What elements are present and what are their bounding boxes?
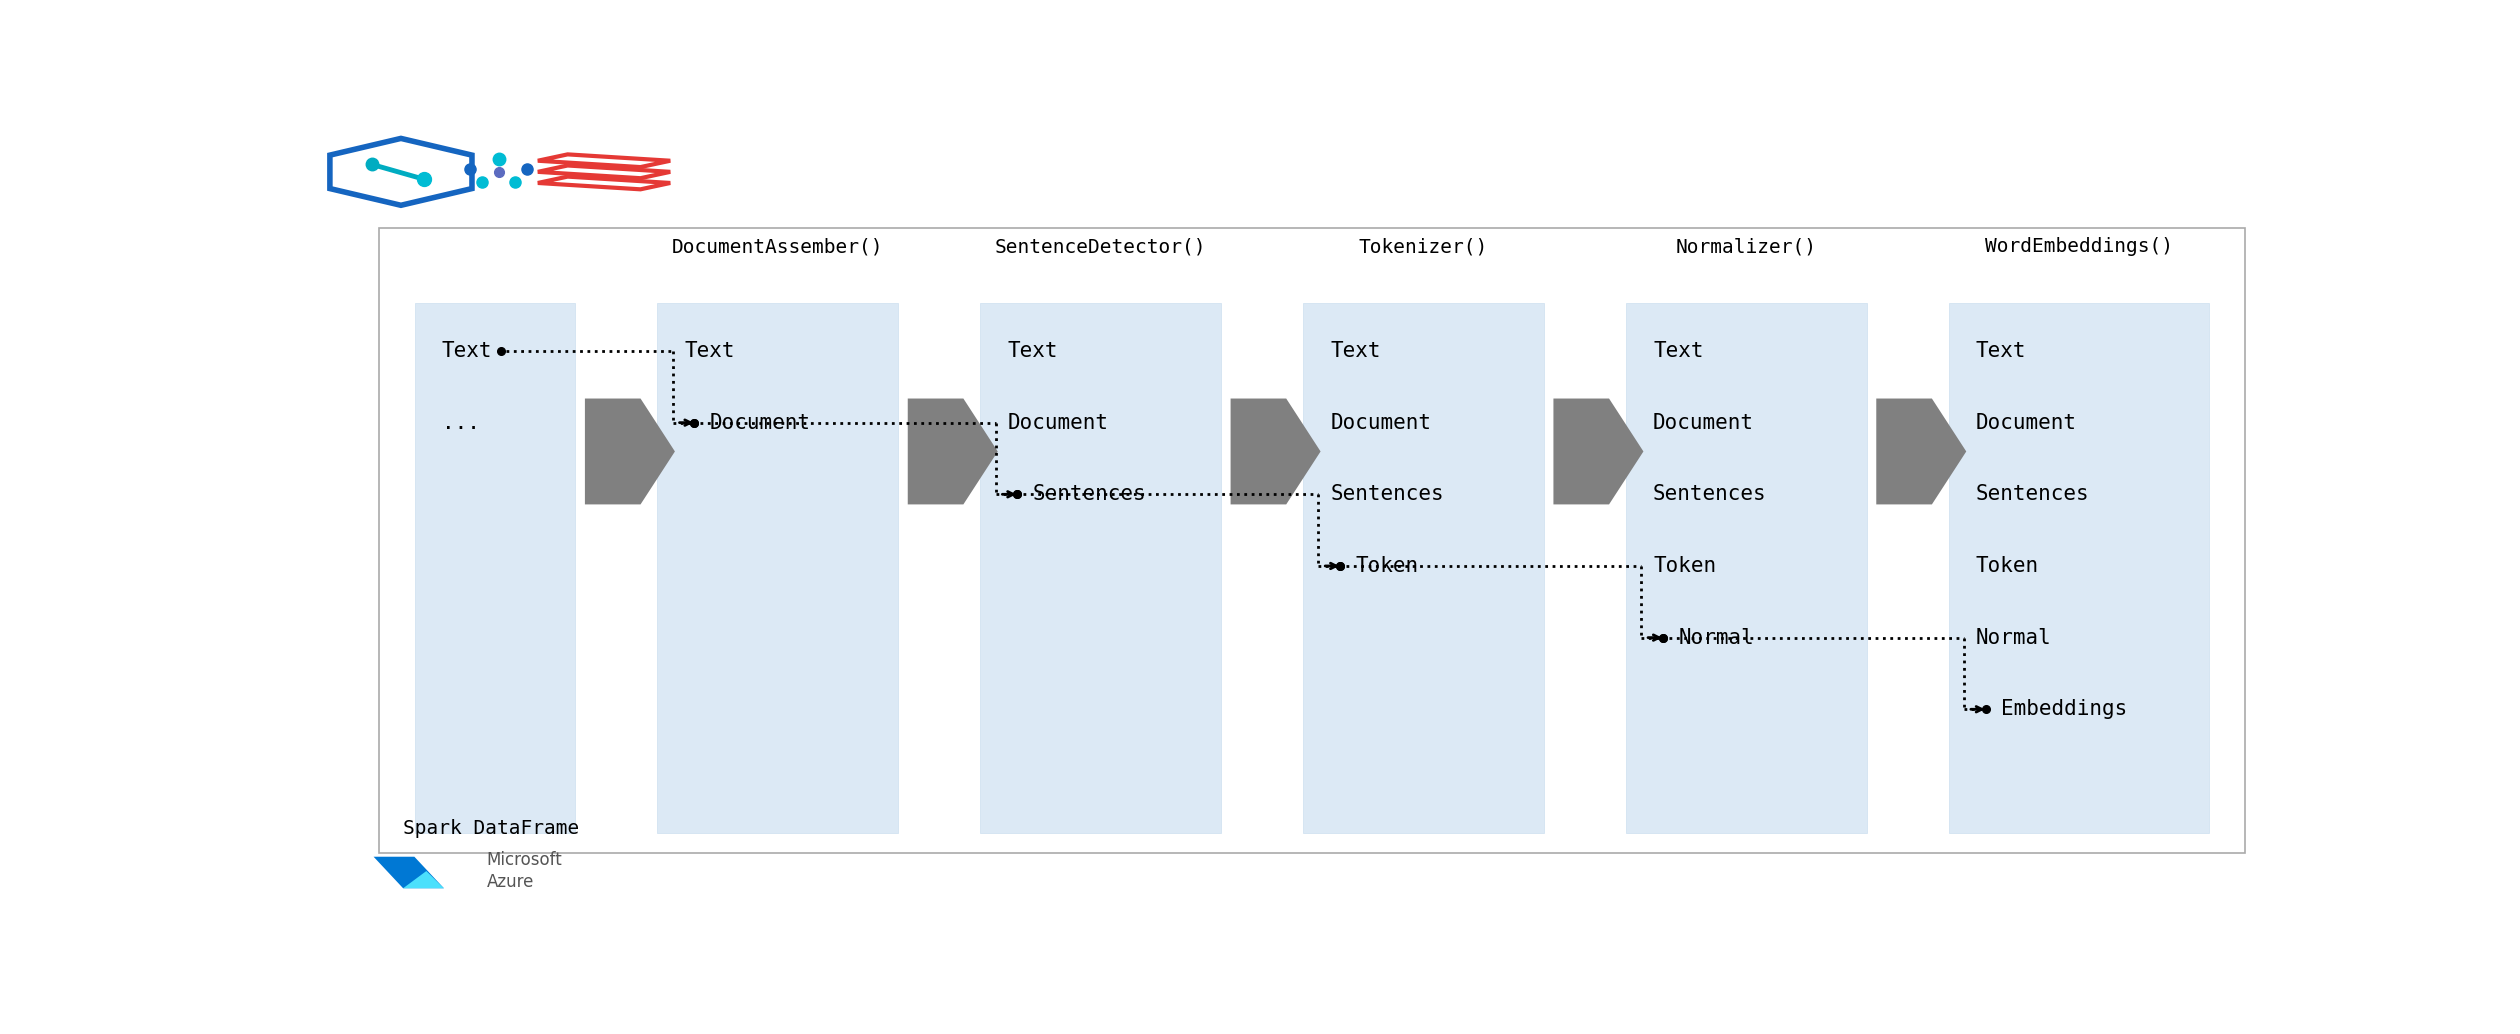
FancyBboxPatch shape <box>1303 303 1545 832</box>
Text: Token: Token <box>1653 556 1716 576</box>
Text: Text: Text <box>441 341 491 361</box>
FancyBboxPatch shape <box>416 303 575 832</box>
Text: Document: Document <box>1331 413 1431 432</box>
Text: Token: Token <box>1976 556 2039 576</box>
Text: SentenceDetector(): SentenceDetector() <box>995 237 1207 256</box>
Text: Text: Text <box>1331 341 1381 361</box>
Text: Normal: Normal <box>1976 628 2051 647</box>
Polygon shape <box>1552 398 1643 505</box>
Text: Spark DataFrame: Spark DataFrame <box>403 819 580 839</box>
Text: Document: Document <box>1008 413 1109 432</box>
FancyBboxPatch shape <box>658 303 897 832</box>
Text: Embeddings: Embeddings <box>2001 699 2127 720</box>
Text: Text: Text <box>685 341 736 361</box>
Text: Text: Text <box>1976 341 2026 361</box>
Text: Sentences: Sentences <box>1653 484 1767 505</box>
Text: Sentences: Sentences <box>1976 484 2089 505</box>
FancyBboxPatch shape <box>980 303 1220 832</box>
Polygon shape <box>907 398 998 505</box>
Text: Azure: Azure <box>486 873 534 891</box>
FancyBboxPatch shape <box>1948 303 2210 832</box>
Text: Normal: Normal <box>1678 628 1754 647</box>
Text: Document: Document <box>711 413 811 432</box>
Polygon shape <box>373 857 444 888</box>
Text: ...: ... <box>441 413 479 432</box>
FancyBboxPatch shape <box>1625 303 1867 832</box>
FancyBboxPatch shape <box>381 227 2245 853</box>
Text: Text: Text <box>1008 341 1058 361</box>
Text: Sentences: Sentences <box>1033 484 1147 505</box>
Text: Text: Text <box>1653 341 1704 361</box>
Text: Microsoft: Microsoft <box>486 851 562 869</box>
Text: Tokenizer(): Tokenizer() <box>1358 237 1487 256</box>
Text: Document: Document <box>1976 413 2076 432</box>
Polygon shape <box>1230 398 1320 505</box>
Text: Token: Token <box>1356 556 1419 576</box>
Text: WordEmbeddings(): WordEmbeddings() <box>1986 237 2172 256</box>
Polygon shape <box>585 398 675 505</box>
Polygon shape <box>1877 398 1966 505</box>
Text: Normalizer(): Normalizer() <box>1676 237 1817 256</box>
Text: Sentences: Sentences <box>1331 484 1444 505</box>
Text: DocumentAssember(): DocumentAssember() <box>673 237 885 256</box>
Polygon shape <box>403 871 444 888</box>
Text: Document: Document <box>1653 413 1754 432</box>
